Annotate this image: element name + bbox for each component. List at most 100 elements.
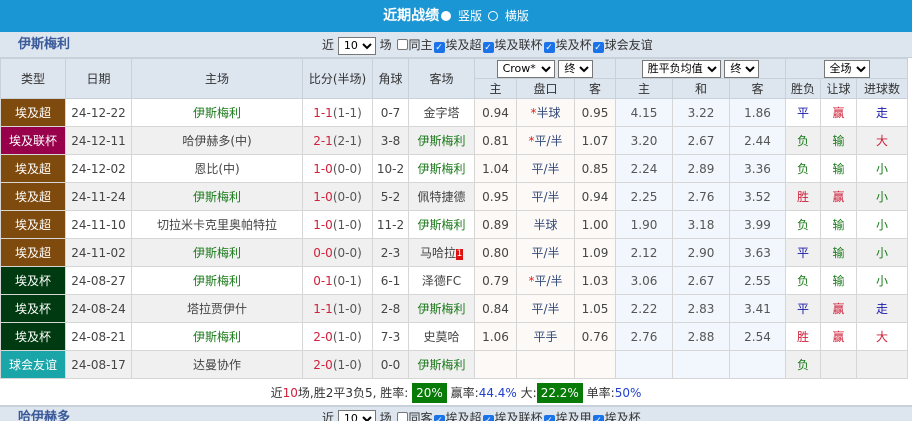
corners: 11-2 <box>373 211 409 239</box>
league-type[interactable]: 埃及超 <box>1 239 66 267</box>
handicap-line: 平手 <box>517 323 575 351</box>
stage2-select[interactable]: 终 <box>724 60 759 78</box>
full-score: 2-0 <box>313 358 333 372</box>
handicap-line: 平/半 <box>517 183 575 211</box>
away-name: 史莫哈 <box>423 330 459 344</box>
league-checkbox[interactable]: ✓ <box>593 415 604 421</box>
stage-select[interactable]: 终 <box>558 60 593 78</box>
league-checkbox[interactable]: ✓ <box>544 415 555 421</box>
home-team[interactable]: 塔拉贾伊什 <box>132 295 303 323</box>
away-team[interactable]: 伊斯梅利 <box>409 351 475 379</box>
league-type[interactable]: 埃及超 <box>1 211 66 239</box>
half-score: (1-0) <box>333 330 362 344</box>
league-checkbox[interactable]: ✓ <box>593 42 604 53</box>
away-odds: 0.95 <box>575 99 616 127</box>
home-team[interactable]: 达曼协作 <box>132 351 303 379</box>
league-checkbox[interactable]: ✓ <box>544 42 555 53</box>
result-res: 负 <box>786 211 821 239</box>
away-team[interactable]: 佩特捷德 <box>409 183 475 211</box>
league-type[interactable]: 埃及联杯 <box>1 127 66 155</box>
match-score: 0-1(0-1) <box>303 267 373 295</box>
league-type[interactable]: 埃及超 <box>1 99 66 127</box>
match-date: 24-12-02 <box>66 155 132 183</box>
company-select[interactable]: Crow* <box>497 60 555 78</box>
corners: 10-2 <box>373 155 409 183</box>
scope-select[interactable]: 全场 <box>824 60 870 78</box>
league-type[interactable]: 埃及超 <box>1 183 66 211</box>
away-team[interactable]: 伊斯梅利 <box>409 211 475 239</box>
league-type[interactable]: 埃及杯 <box>1 267 66 295</box>
radio-horizontal[interactable] <box>488 11 498 21</box>
result-res: 负 <box>786 267 821 295</box>
handicap-line: *平/半 <box>517 127 575 155</box>
away-name: 马哈拉 <box>420 246 456 260</box>
home-team[interactable]: 伊斯梅利 <box>132 239 303 267</box>
league-label: 埃及联杯 <box>495 411 543 421</box>
home-team[interactable]: 切拉米卡克里奥帕特拉 <box>132 211 303 239</box>
avg-odds-l: 3.52 <box>730 183 786 211</box>
match-score: 2-0(1-0) <box>303 323 373 351</box>
home-team[interactable]: 伊斯梅利 <box>132 99 303 127</box>
line-text: 半球 <box>536 106 560 120</box>
league-type[interactable]: 埃及超 <box>1 155 66 183</box>
subheader: 主 <box>616 79 673 99</box>
home-team[interactable]: 伊斯梅利 <box>132 183 303 211</box>
avg-select[interactable]: 胜平负均值 <box>642 60 721 78</box>
match-date: 24-11-10 <box>66 211 132 239</box>
away-team[interactable]: 泽德FC <box>409 267 475 295</box>
away-team[interactable]: 马哈拉1 <box>409 239 475 267</box>
corners: 0-0 <box>373 351 409 379</box>
match-score: 2-1(2-1) <box>303 127 373 155</box>
avg-odds-w: 3.06 <box>616 267 673 295</box>
radio-vertical[interactable] <box>441 11 451 21</box>
league-type[interactable]: 埃及杯 <box>1 295 66 323</box>
line-text: 平/半 <box>534 134 562 148</box>
line-text: 平/半 <box>531 162 559 176</box>
match-count-select[interactable]: 10 <box>338 37 376 55</box>
league-checkbox[interactable]: ✓ <box>483 415 494 421</box>
league-checkbox[interactable]: ✓ <box>434 415 445 421</box>
full-score: 1-0 <box>313 162 333 176</box>
subheader: 进球数 <box>857 79 908 99</box>
league-type[interactable]: 埃及杯 <box>1 323 66 351</box>
avg-odds-w: 2.25 <box>616 183 673 211</box>
full-score: 1-0 <box>313 218 333 232</box>
away-team[interactable]: 金字塔 <box>409 99 475 127</box>
home-odds: 1.04 <box>475 155 517 183</box>
avg-odds-l: 2.54 <box>730 323 786 351</box>
next-count-select[interactable]: 10 <box>338 410 376 421</box>
league-label: 埃及联杯 <box>495 38 543 52</box>
full-score: 0-1 <box>313 274 333 288</box>
away-name: 金字塔 <box>423 106 459 120</box>
away-team[interactable]: 伊斯梅利 <box>409 295 475 323</box>
home-team[interactable]: 恩比(中) <box>132 155 303 183</box>
match-score: 1-0(0-0) <box>303 155 373 183</box>
team-name: 伊斯梅利 <box>18 32 70 58</box>
avg-odds-d: 2.67 <box>673 267 730 295</box>
avg-odds-l: 2.55 <box>730 267 786 295</box>
league-type[interactable]: 球会友谊 <box>1 351 66 379</box>
half-score: (0-1) <box>333 274 362 288</box>
home-team[interactable]: 伊斯梅利 <box>132 323 303 351</box>
same-home-checkbox[interactable] <box>397 39 408 50</box>
home-team[interactable]: 哈伊赫多(中) <box>132 127 303 155</box>
league-checkbox[interactable]: ✓ <box>483 42 494 53</box>
home-odds: 0.95 <box>475 183 517 211</box>
league-checkbox[interactable]: ✓ <box>434 42 445 53</box>
home-odds <box>475 351 517 379</box>
result-ou: 小 <box>857 183 908 211</box>
home-team[interactable]: 伊斯梅利 <box>132 267 303 295</box>
away-name: 伊斯梅利 <box>417 218 465 232</box>
match-date: 24-08-24 <box>66 295 132 323</box>
away-team[interactable]: 史莫哈 <box>409 323 475 351</box>
away-team[interactable]: 伊斯梅利 <box>409 127 475 155</box>
away-name: 伊斯梅利 <box>417 134 465 148</box>
corners: 2-3 <box>373 239 409 267</box>
filter-bar: 伊斯梅利 近 10 场 同主✓埃及超✓埃及联杯✓埃及杯✓球会友谊 <box>0 32 912 58</box>
away-team[interactable]: 伊斯梅利 <box>409 155 475 183</box>
full-score: 2-1 <box>313 134 333 148</box>
avg-odds-w: 2.24 <box>616 155 673 183</box>
